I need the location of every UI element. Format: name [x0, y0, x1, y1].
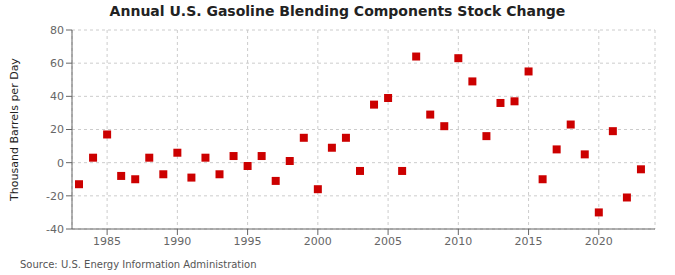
svg-text:0: 0: [57, 157, 64, 170]
html-text:Annual U.S. Gasoline Blending: Annual U.S. Gasoline Blending Components…: [109, 3, 566, 19]
svg-text:2010: 2010: [444, 235, 472, 248]
svg-text:1995: 1995: [234, 235, 262, 248]
svg-text:40: 40: [50, 90, 64, 103]
svg-text:1990: 1990: [163, 235, 191, 248]
svg-text:1985: 1985: [93, 235, 121, 248]
svg-text:Thousand Barrels per Day: Thousand Barrels per Day: [8, 58, 21, 202]
svg-text:-40: -40: [46, 223, 64, 236]
svg-text:2020: 2020: [585, 235, 613, 248]
svg-text:2015: 2015: [515, 235, 543, 248]
svg-text:-20: -20: [46, 190, 64, 203]
svg-text:2005: 2005: [374, 235, 402, 248]
svg-text:20: 20: [50, 123, 64, 136]
svg-text:60: 60: [50, 57, 64, 70]
svg-text:2000: 2000: [304, 235, 332, 248]
svg-text:80: 80: [50, 24, 64, 37]
html-text:Source: U.S. Energy Informatio: Source: U.S. Energy Information Administ…: [20, 259, 257, 270]
